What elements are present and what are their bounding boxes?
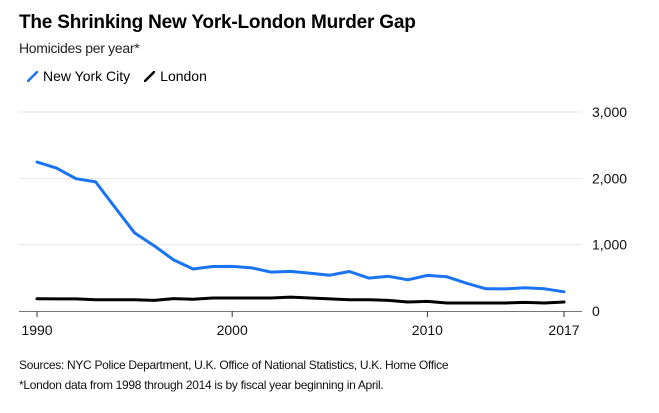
- chart-plot: 0 1,000 2,000 3,000 1990 2000 2010 2017: [19, 104, 627, 338]
- y-tick-label: 2,000: [592, 170, 627, 186]
- y-axis-labels: 0 1,000 2,000 3,000: [592, 104, 627, 319]
- x-tick-label: 1990: [21, 322, 52, 338]
- series-lines: [35, 160, 566, 305]
- series-line-london: [35, 295, 566, 305]
- y-tick-label: 0: [592, 303, 600, 319]
- x-tick-label: 2000: [217, 322, 248, 338]
- sources-note: Sources: NYC Police Department, U.K. Off…: [19, 358, 449, 372]
- footnote: *London data from 1998 through 2014 is b…: [19, 378, 384, 392]
- chart-subtitle: Homicides per year*: [19, 40, 140, 56]
- legend-swatch-london: [144, 70, 156, 82]
- legend-label-london: London: [160, 68, 207, 84]
- y-tick-label: 3,000: [592, 104, 627, 120]
- x-tick-label: 2010: [412, 322, 443, 338]
- legend-item-nyc: New York City: [27, 68, 130, 84]
- legend-swatch-nyc: [27, 70, 38, 82]
- legend-label-nyc: New York City: [43, 68, 131, 84]
- series-line-new-york-city: [35, 160, 566, 294]
- x-tick-label: 2017: [548, 322, 579, 338]
- gridlines: [19, 111, 582, 246]
- x-axis: 1990 2000 2010 2017: [19, 311, 582, 338]
- legend: New York City London: [27, 68, 221, 84]
- y-tick-label: 1,000: [592, 237, 627, 253]
- legend-item-london: London: [144, 68, 207, 84]
- chart-title: The Shrinking New York-London Murder Gap: [19, 12, 416, 33]
